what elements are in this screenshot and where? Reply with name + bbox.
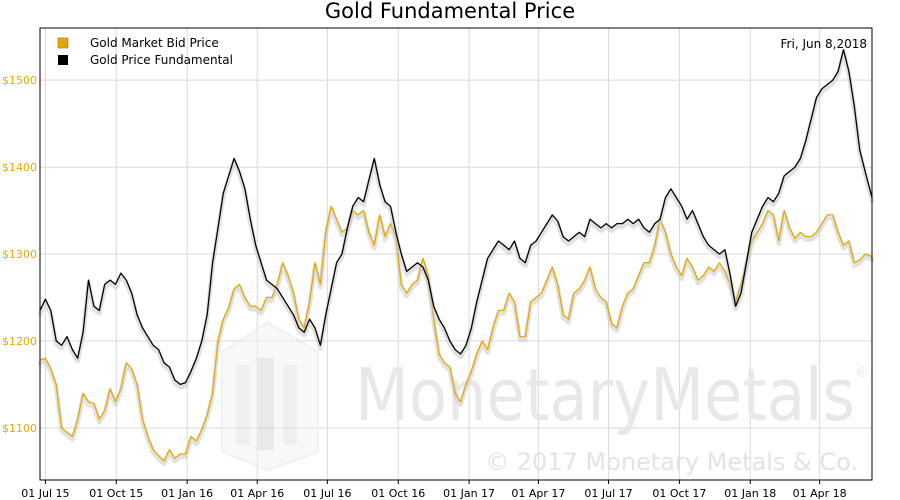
x-tick-label: 01 Jan 16: [161, 487, 213, 500]
legend-label-bid: Gold Market Bid Price: [90, 36, 219, 50]
x-tick-label: 01 Apr 17: [511, 487, 565, 500]
y-tick-label: $1100: [2, 422, 37, 435]
x-tick-label: 01 Oct 17: [652, 487, 706, 500]
series-line-fundamental: [39, 49, 873, 386]
x-tick-label: 01 Jul 17: [584, 487, 632, 500]
watermark: MonetaryMetals ® © 2017 Monetary Metals …: [221, 320, 869, 476]
y-axis: $1100 $1200 $1300 $1400 $1500: [2, 74, 37, 435]
x-tick-label: 01 Oct 16: [371, 487, 425, 500]
y-tick-label: $1200: [2, 335, 37, 348]
watermark-logo-icon: [221, 320, 319, 472]
y-tick-label: $1400: [2, 161, 37, 174]
watermark-copyright: © 2017 Monetary Metals & Co.: [485, 448, 858, 476]
legend-label-fundamental: Gold Price Fundamental: [90, 53, 233, 67]
watermark-brand: MonetaryMetals: [355, 353, 855, 437]
x-tick-label: 01 Jan 17: [443, 487, 495, 500]
series-line-fundamental-shadow: [37, 50, 875, 390]
y-tick-label: $1300: [2, 248, 37, 261]
x-tick-label: 01 Apr 16: [230, 487, 284, 500]
legend-swatch-bid: [57, 37, 69, 49]
y-tick-label: $1500: [2, 74, 37, 87]
legend-swatch-fundamental: [58, 55, 68, 65]
watermark-registered: ®: [855, 365, 869, 381]
legend: Gold Market Bid Price Gold Price Fundame…: [57, 36, 233, 67]
chart-title: Gold Fundamental Price: [325, 0, 575, 23]
x-tick-label: 01 Jan 18: [724, 487, 776, 500]
x-tick-label: 01 Oct 15: [89, 487, 143, 500]
x-tick-label: 01 Apr 18: [793, 487, 847, 500]
date-label: Fri, Jun 8,2018: [781, 37, 867, 51]
x-axis: 01 Jul 15 01 Oct 15 01 Jan 16 01 Apr 16 01 J…: [21, 480, 847, 500]
plot-frame: [39, 27, 873, 481]
x-tick-label: 01 Jul 15: [21, 487, 69, 500]
x-tick-label: 01 Jul 16: [303, 487, 351, 500]
series-layer: [37, 49, 875, 467]
